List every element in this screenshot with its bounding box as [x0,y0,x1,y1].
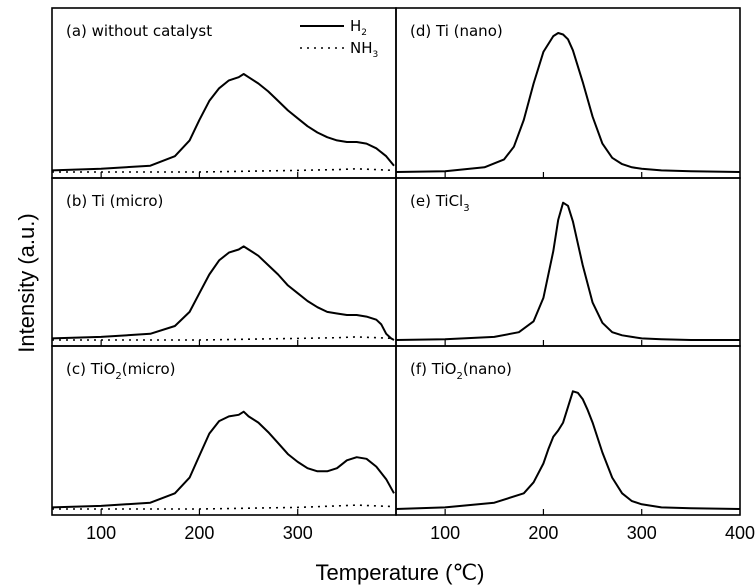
panel-label-subscript: 3 [463,203,469,214]
x-tick-label: 300 [627,523,657,543]
h2-curve [51,73,395,172]
panel-label: (a) without catalyst [66,22,212,40]
nh3-curve [52,336,395,341]
panel-label-subscript: 2 [456,371,462,382]
x-tick-label: 300 [283,523,313,543]
x-tick-label: 400 [725,523,755,543]
x-axis-title: Temperature (℃) [316,560,485,585]
panel-label-rest: (nano) [463,360,512,378]
panel-label: (e) TiCl3 [410,192,470,214]
x-tick-label: 200 [528,523,558,543]
panel-b: (b) Ti (micro) [51,177,397,347]
x-tick-label: 200 [184,523,214,543]
h2-curve [395,32,741,173]
panel-label: (f) TiO2(nano) [410,360,512,382]
panel-label: (c) TiO2(micro) [66,360,176,382]
panel-a: (a) without catalyst [51,7,397,179]
legend-label: NH3 [350,39,378,60]
h2-curve [395,201,740,341]
legend-label-subscript: 3 [373,50,379,60]
h2-curve [51,410,395,509]
h2-curve [395,390,741,510]
nh3-curve [52,504,395,510]
panels-layer: (a) without catalyst (b) Ti (micro) (c) Ti… [51,7,755,543]
y-axis-title: Intensity (a.u.) [14,213,39,352]
legend-label: H2 [350,17,367,38]
nh3-curve [52,167,395,173]
panel-f: (f) TiO2(nano) 100 200 300 400 [395,345,755,543]
h2-curve [51,245,395,341]
panel-d: (d) Ti (nano) [395,7,741,179]
panel-label: (b) Ti (micro) [66,192,163,210]
x-tick-label: 100 [430,523,460,543]
panel-label-subscript: 2 [115,371,121,382]
panel-label: (d) Ti (nano) [410,22,503,40]
panel-e: (e) TiCl3 [395,177,741,347]
panel-c: (c) TiO2(micro) 100 200 300 [51,345,397,543]
panel-frame [395,345,741,516]
legend-label-subscript: 2 [361,28,367,38]
panel-label-rest: (micro) [122,360,176,378]
x-tick-label: 100 [86,523,116,543]
